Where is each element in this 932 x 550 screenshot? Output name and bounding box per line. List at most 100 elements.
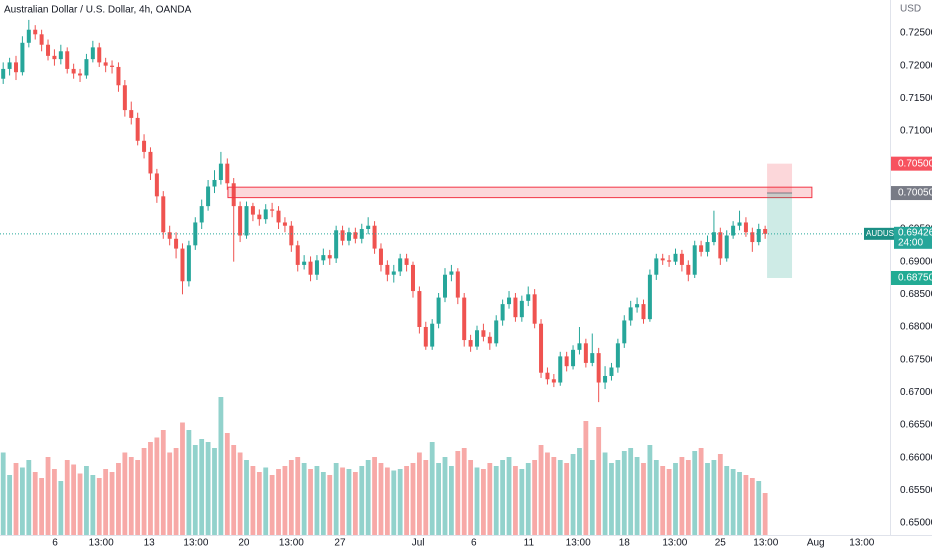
volume-bar: [551, 457, 557, 535]
candle-body: [577, 343, 582, 350]
volume-bar: [641, 463, 646, 535]
candle-body: [84, 59, 89, 76]
candle-body: [545, 372, 550, 380]
candle-body: [551, 379, 556, 383]
symbol-label: AUDUSD: [866, 229, 900, 238]
candle-body: [622, 320, 627, 344]
candle-body: [718, 232, 723, 259]
candle-body: [756, 228, 761, 243]
candle-body: [58, 51, 63, 60]
volume-bar: [410, 463, 416, 535]
volume-bar: [154, 437, 160, 535]
candle-body: [385, 264, 390, 275]
candle-body: [596, 353, 601, 383]
candle-body: [737, 222, 742, 226]
x-tick-label: 13:00: [662, 538, 687, 549]
candle-body: [628, 307, 633, 321]
candle-body: [513, 297, 518, 318]
candle-body: [238, 206, 243, 236]
candle-body: [583, 343, 588, 363]
volume-bar: [301, 463, 307, 535]
candle-body: [750, 232, 755, 243]
x-tick-label: 13:00: [849, 538, 874, 549]
last-price-label: 0.69426: [898, 227, 932, 238]
candle-body: [225, 163, 230, 184]
candle-body: [571, 349, 576, 367]
volume-bar: [698, 448, 704, 535]
volume-bar: [628, 448, 634, 535]
volume-bar: [192, 445, 198, 535]
volume-bar: [160, 430, 166, 535]
volume-bar: [218, 397, 224, 535]
volume-bar: [52, 469, 57, 535]
volume-bar: [314, 466, 320, 535]
volume-bar: [532, 460, 538, 535]
target-label: 0.68750: [898, 273, 932, 284]
candle-body: [97, 47, 102, 63]
target-badge: [891, 270, 932, 285]
candle-body: [410, 264, 415, 292]
candle-body: [763, 228, 768, 234]
volume-bar: [474, 467, 480, 535]
x-tick-label: 6: [52, 538, 58, 549]
volume-bar: [762, 493, 768, 535]
volume-bar: [372, 457, 377, 535]
candle-body: [122, 85, 127, 111]
volume-bar: [615, 460, 621, 535]
candle-body: [346, 232, 351, 241]
candle-body: [398, 258, 403, 272]
volume-bar: [282, 466, 288, 535]
candle-body: [603, 375, 608, 383]
volume-bar: [224, 433, 230, 535]
volume-bar: [180, 422, 185, 535]
volume-bar: [327, 475, 333, 535]
volume-bar: [128, 457, 134, 535]
volume-bar: [500, 460, 506, 535]
candle-body: [378, 248, 383, 265]
candle-body: [609, 367, 614, 376]
volume-bar: [77, 473, 83, 535]
candle-body: [321, 255, 326, 261]
volume-bar: [26, 460, 32, 535]
volume-bar: [730, 469, 736, 535]
candle-body: [1, 68, 6, 79]
candle-body: [289, 225, 294, 246]
candle-body: [218, 163, 223, 180]
x-tick-label: 11: [524, 538, 535, 549]
volume-bar: [545, 452, 550, 535]
candle-body: [711, 232, 716, 243]
candle-body: [65, 51, 70, 69]
candle-body: [692, 245, 697, 275]
volume-bar: [717, 454, 723, 535]
candle-body: [295, 245, 300, 265]
volume-bar: [557, 460, 563, 535]
volume-bar: [244, 460, 249, 535]
volume-bar: [320, 472, 326, 535]
x-tick-label: 18: [619, 538, 631, 549]
volume-bar: [13, 463, 19, 535]
candle-body: [423, 326, 428, 347]
candle-body: [244, 206, 249, 236]
candle-body: [116, 66, 121, 86]
x-tick-label: 13:00: [753, 538, 778, 549]
x-tick-label: 25: [715, 538, 727, 549]
candle-body: [302, 261, 307, 265]
volume-bar: [743, 475, 749, 535]
resistance-zone: [227, 186, 813, 199]
volume-bar: [653, 460, 659, 535]
volume-bar: [621, 451, 627, 535]
candle-body: [353, 232, 358, 239]
volume-bar: [173, 448, 179, 535]
candle-body: [660, 258, 665, 261]
candle-body: [90, 47, 95, 60]
volume-bar: [647, 445, 653, 535]
candle-body: [743, 222, 748, 233]
volume-bar: [583, 421, 589, 535]
candle-body: [443, 274, 447, 298]
